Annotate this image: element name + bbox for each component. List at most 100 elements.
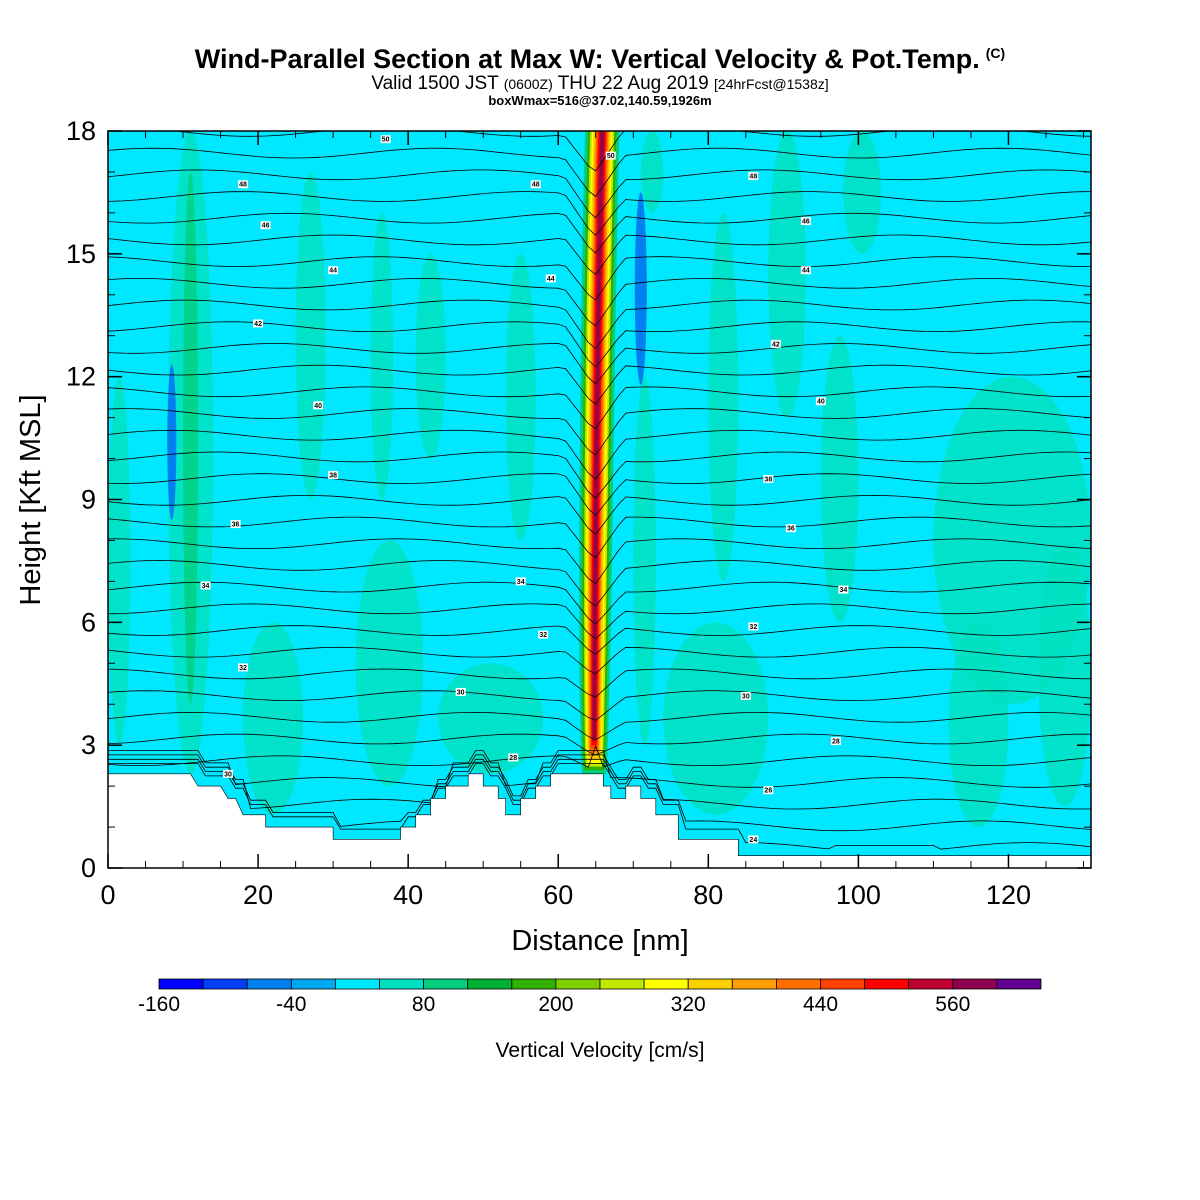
isentrope-line	[170, 131, 1091, 172]
contour-label-bg	[763, 475, 774, 484]
contour-labels: 50 48 46 44 42 40 38 36 34 32 30 48 44 34 32 30 28 50 48 46…	[200, 135, 849, 844]
x-tick-label: 100	[836, 880, 881, 910]
copyright-tag: (C)	[985, 45, 1006, 61]
x-tick-label: 20	[243, 880, 273, 910]
weak-updraft-zone	[948, 622, 1009, 828]
isentrope-line	[108, 256, 1091, 301]
colorbar-swatch	[334, 978, 380, 990]
isentrope-line	[108, 581, 1091, 625]
contour-label-bg	[200, 581, 211, 590]
colorbar-title: Vertical Velocity [cm/s]	[496, 1039, 705, 1062]
downdraft-zone	[634, 192, 647, 385]
contour-label-bg	[605, 151, 616, 160]
isentrope-line	[108, 191, 1091, 236]
colorbar-swatch	[246, 978, 292, 990]
contour-label: 46	[802, 219, 810, 226]
y-tick-label: 18	[66, 116, 96, 146]
contour-label-bg	[328, 470, 339, 479]
contour-label: 40	[314, 403, 322, 410]
contour-label: 36	[787, 526, 795, 533]
contour-label: 42	[772, 341, 780, 348]
isentrope-line	[108, 364, 1091, 405]
isentrope-line	[108, 754, 1091, 810]
contour-label: 30	[742, 694, 750, 701]
isentrope-line	[108, 343, 1091, 385]
isentrope-line	[108, 494, 1091, 535]
contour-label: 36	[232, 522, 240, 529]
isentrope-line	[108, 690, 1091, 721]
isentrope-line	[108, 516, 1091, 559]
weak-updraft-zone	[708, 212, 739, 582]
isentrope-line	[108, 745, 1091, 768]
contour-label: 42	[254, 321, 262, 328]
isentrope-line	[108, 169, 1091, 219]
isentrope-contours	[108, 131, 1091, 850]
contour-label-bg	[763, 786, 774, 795]
colorbar-swatch	[467, 978, 513, 990]
terrain	[108, 773, 1091, 868]
weak-updraft-zone	[183, 171, 199, 705]
contour-label: 24	[749, 837, 757, 844]
x-tick-label: 0	[100, 880, 115, 910]
contour-label: 34	[517, 579, 525, 586]
isentrope-line	[108, 646, 1091, 675]
colorbar-swatch	[776, 978, 821, 990]
valid-prefix: Valid 1500 JST	[371, 73, 499, 94]
y-tick-label: 15	[66, 239, 96, 269]
contour-label: 26	[764, 788, 772, 795]
contour-label-bg	[530, 180, 541, 189]
contour-label: 32	[749, 624, 757, 631]
contour-label-bg	[748, 622, 759, 631]
colorbar-swatch	[908, 978, 954, 990]
updraft-core	[579, 131, 620, 774]
contour-label-bg	[260, 221, 271, 230]
isentrope-line	[108, 473, 1091, 516]
contour-label-bg	[328, 266, 339, 275]
y-tick-label: 0	[81, 853, 96, 883]
contour-label-bg	[740, 692, 751, 701]
colorbar-tick-label: 320	[671, 993, 706, 1016]
contour-label-bg	[800, 217, 811, 226]
x-axis-label: Distance [nm]	[511, 925, 688, 957]
colorbar-swatch	[511, 978, 557, 990]
contour-label: 44	[547, 276, 555, 283]
colorbar-tick-label: 440	[803, 993, 838, 1016]
contour-label-bg	[455, 687, 466, 696]
isentrope-line	[108, 299, 1091, 350]
y-tick-label: 6	[81, 607, 96, 637]
contour-label: 48	[749, 174, 757, 181]
isentrope-line	[108, 538, 1091, 585]
isentrope-line	[108, 733, 1091, 756]
contour-label: 32	[539, 632, 547, 639]
valid-utc: (0600Z)	[503, 76, 553, 92]
colorbar: -160 -40 80 200 320 440 560	[138, 978, 1042, 1016]
contour-label-bg	[770, 339, 781, 348]
isentrope-line	[108, 758, 1091, 832]
colorbar-tick-label: 80	[412, 993, 435, 1016]
colorbar-swatch	[423, 978, 469, 990]
weak-updraft-zone	[415, 253, 446, 459]
y-tick-label: 12	[66, 362, 96, 392]
box-info: boxWmax=516@37.02,140.59,1926m	[488, 93, 712, 108]
contour-label: 44	[329, 268, 337, 275]
contour-label: 38	[329, 472, 337, 479]
contour-label-bg	[538, 630, 549, 639]
contour-label-bg	[238, 663, 249, 672]
terrain-mask	[108, 773, 1091, 868]
colorbar-swatch	[379, 978, 424, 990]
colorbar-tick-label: 560	[935, 993, 970, 1016]
x-tick-label: 80	[693, 880, 723, 910]
weak-updraft-zone	[768, 131, 806, 418]
colorbar-swatch	[996, 978, 1042, 990]
contour-label: 28	[509, 755, 517, 762]
weak-updraft-zone	[820, 335, 859, 623]
isentrope-line	[108, 560, 1091, 607]
contour-label-bg	[380, 135, 391, 144]
isentrope-line	[108, 625, 1091, 655]
isentrope-line	[108, 147, 1091, 198]
isentrope-line	[108, 408, 1091, 456]
x-tick-label: 40	[393, 880, 423, 910]
isentrope-line	[108, 750, 1091, 788]
x-tick-label: 120	[986, 880, 1031, 910]
